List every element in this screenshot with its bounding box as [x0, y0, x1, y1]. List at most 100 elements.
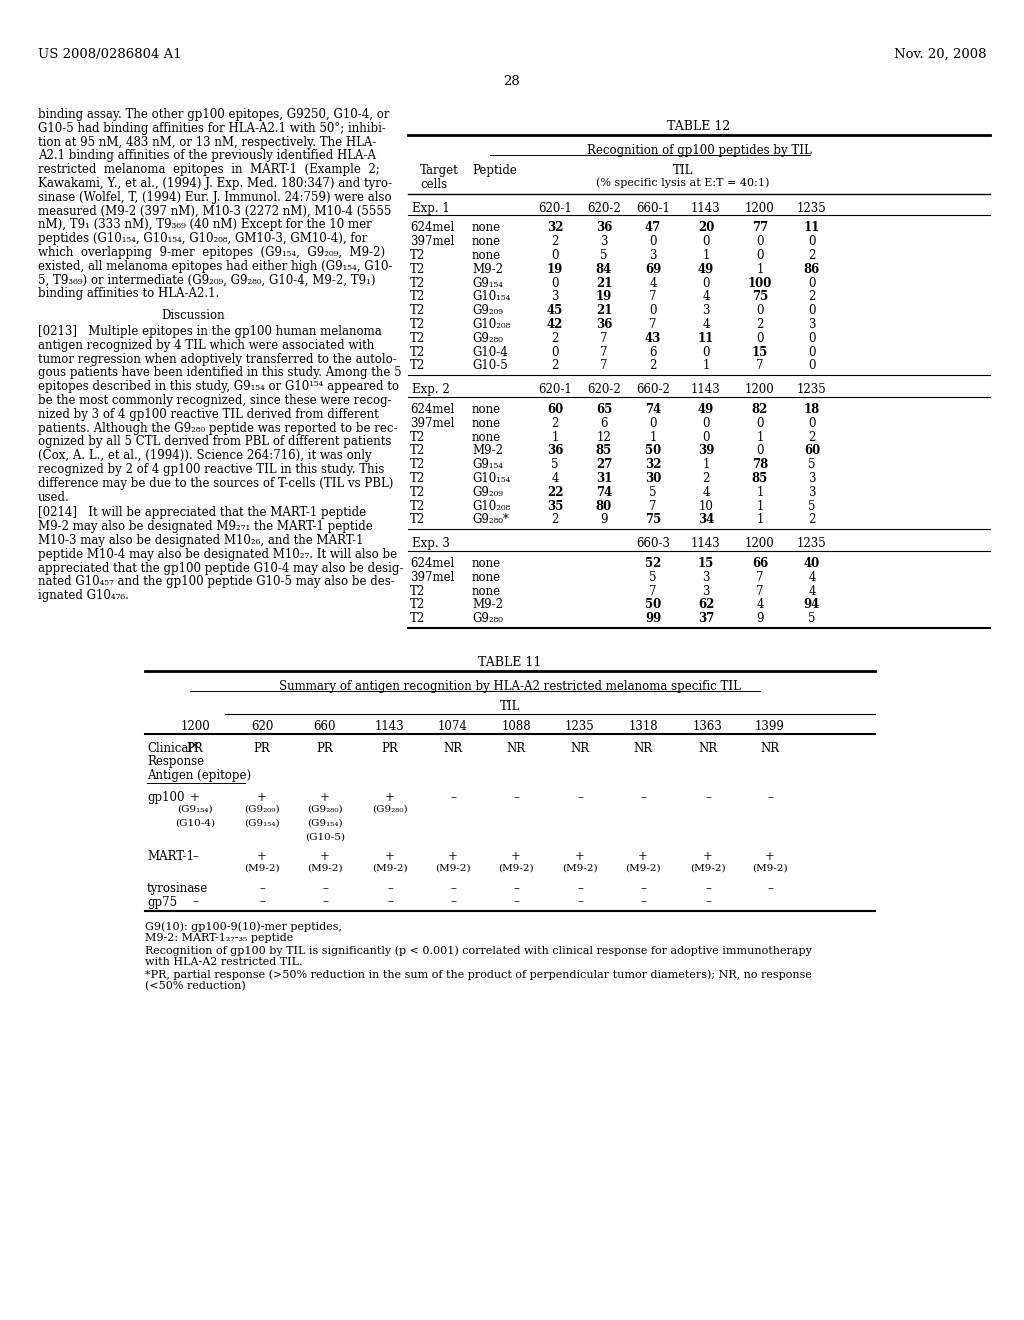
Text: 40: 40 [804, 557, 820, 570]
Text: G10₂₀₈: G10₂₀₈ [472, 318, 510, 331]
Text: +: + [321, 791, 330, 804]
Text: NR: NR [570, 742, 590, 755]
Text: 1143: 1143 [691, 383, 721, 396]
Text: G9₂₀₉: G9₂₀₉ [472, 486, 503, 499]
Text: (G9₁₅₄): (G9₁₅₄) [244, 818, 280, 828]
Text: 5: 5 [808, 458, 816, 471]
Text: 0: 0 [808, 304, 816, 317]
Text: 94: 94 [804, 598, 820, 611]
Text: 5, T9₃₆₉) or intermediate (G9₂₀₉, G9₂₈₀, G10-4, M9-2, T9₁): 5, T9₃₆₉) or intermediate (G9₂₀₉, G9₂₈₀,… [38, 273, 376, 286]
Text: (% specific lysis at E:T = 40:1): (% specific lysis at E:T = 40:1) [596, 178, 770, 189]
Text: 15: 15 [698, 557, 714, 570]
Text: none: none [472, 417, 501, 430]
Text: 49: 49 [698, 403, 714, 416]
Text: 2: 2 [551, 417, 559, 430]
Text: Nov. 20, 2008: Nov. 20, 2008 [894, 48, 986, 61]
Text: 1: 1 [702, 359, 710, 372]
Text: 4: 4 [808, 570, 816, 583]
Text: 3: 3 [808, 486, 816, 499]
Text: 620-2: 620-2 [587, 202, 621, 215]
Text: 7: 7 [600, 359, 608, 372]
Text: 0: 0 [551, 277, 559, 289]
Text: 10: 10 [698, 499, 714, 512]
Text: 65: 65 [596, 403, 612, 416]
Text: 32: 32 [645, 458, 662, 471]
Text: recognized by 2 of 4 gp100 reactive TIL in this study. This: recognized by 2 of 4 gp100 reactive TIL … [38, 463, 384, 477]
Text: Discussion: Discussion [161, 309, 225, 322]
Text: 4: 4 [702, 486, 710, 499]
Text: 3: 3 [702, 585, 710, 598]
Text: 0: 0 [757, 304, 764, 317]
Text: (M9-2): (M9-2) [372, 865, 408, 873]
Text: G9₂₀₉: G9₂₀₉ [472, 304, 503, 317]
Text: M9-2: M9-2 [472, 598, 503, 611]
Text: T2: T2 [410, 331, 425, 345]
Text: 1363: 1363 [693, 719, 723, 733]
Text: 37: 37 [697, 612, 714, 626]
Text: 2: 2 [702, 473, 710, 484]
Text: (G9₂₈₀): (G9₂₈₀) [307, 805, 343, 814]
Text: 18: 18 [804, 403, 820, 416]
Text: 1: 1 [551, 430, 559, 444]
Text: sinase (Wolfel, T, (1994) Eur. J. Immunol. 24:759) were also: sinase (Wolfel, T, (1994) Eur. J. Immuno… [38, 191, 391, 203]
Text: T2: T2 [410, 513, 425, 527]
Text: 0: 0 [757, 331, 764, 345]
Text: peptides (G10₁₅₄, G10₁₅₄, G10₂₀₈, GM10-3, GM10-4), for: peptides (G10₁₅₄, G10₁₅₄, G10₂₀₈, GM10-3… [38, 232, 368, 246]
Text: M9-2 may also be designated M9₂₇₁ the MART-1 peptide: M9-2 may also be designated M9₂₇₁ the MA… [38, 520, 373, 533]
Text: 5: 5 [551, 458, 559, 471]
Text: (M9-2): (M9-2) [753, 865, 787, 873]
Text: 6: 6 [600, 417, 608, 430]
Text: none: none [472, 570, 501, 583]
Text: 0: 0 [551, 346, 559, 359]
Text: 2: 2 [808, 430, 816, 444]
Text: 36: 36 [596, 318, 612, 331]
Text: 660-1: 660-1 [636, 202, 670, 215]
Text: 1235: 1235 [565, 719, 595, 733]
Text: 82: 82 [752, 403, 768, 416]
Text: gp100: gp100 [147, 791, 184, 804]
Text: 2: 2 [551, 513, 559, 527]
Text: PR: PR [382, 742, 398, 755]
Text: 1399: 1399 [755, 719, 785, 733]
Text: 397mel: 397mel [410, 235, 455, 248]
Text: 100: 100 [748, 277, 772, 289]
Text: 0: 0 [808, 331, 816, 345]
Text: 74: 74 [596, 486, 612, 499]
Text: 39: 39 [697, 445, 714, 458]
Text: 66: 66 [752, 557, 768, 570]
Text: 5: 5 [649, 486, 656, 499]
Text: 6: 6 [649, 346, 656, 359]
Text: 1143: 1143 [375, 719, 404, 733]
Text: Antigen (epitope): Antigen (epitope) [147, 770, 251, 783]
Text: 7: 7 [649, 585, 656, 598]
Text: TABLE 12: TABLE 12 [668, 120, 731, 133]
Text: (G10-4): (G10-4) [175, 818, 215, 828]
Text: +: + [257, 850, 267, 863]
Text: Recognition of gp100 peptides by TIL: Recognition of gp100 peptides by TIL [587, 144, 811, 157]
Text: –: – [578, 791, 583, 804]
Text: 2: 2 [551, 359, 559, 372]
Text: nized by 3 of 4 gp100 reactive TIL derived from different: nized by 3 of 4 gp100 reactive TIL deriv… [38, 408, 379, 421]
Text: 1: 1 [757, 499, 764, 512]
Text: 624mel: 624mel [410, 222, 455, 235]
Text: 47: 47 [645, 222, 662, 235]
Text: 3: 3 [808, 318, 816, 331]
Text: –: – [323, 895, 328, 908]
Text: 78: 78 [752, 458, 768, 471]
Text: T2: T2 [410, 430, 425, 444]
Text: 11: 11 [804, 222, 820, 235]
Text: 0: 0 [808, 346, 816, 359]
Text: none: none [472, 403, 501, 416]
Text: 397mel: 397mel [410, 417, 455, 430]
Text: nM), T9₁ (333 nM), T9₃₆₉ (40 nM) Except for the 10 mer: nM), T9₁ (333 nM), T9₃₆₉ (40 nM) Except … [38, 218, 372, 231]
Text: +: + [765, 850, 775, 863]
Text: (M9-2): (M9-2) [307, 865, 343, 873]
Text: G9₂₈₀: G9₂₈₀ [472, 612, 503, 626]
Text: 9: 9 [600, 513, 608, 527]
Text: –: – [193, 895, 198, 908]
Text: T2: T2 [410, 458, 425, 471]
Text: 1200: 1200 [745, 202, 775, 215]
Text: be the most commonly recognized, since these were recog-: be the most commonly recognized, since t… [38, 393, 391, 407]
Text: 660: 660 [313, 719, 336, 733]
Text: 620-1: 620-1 [539, 383, 571, 396]
